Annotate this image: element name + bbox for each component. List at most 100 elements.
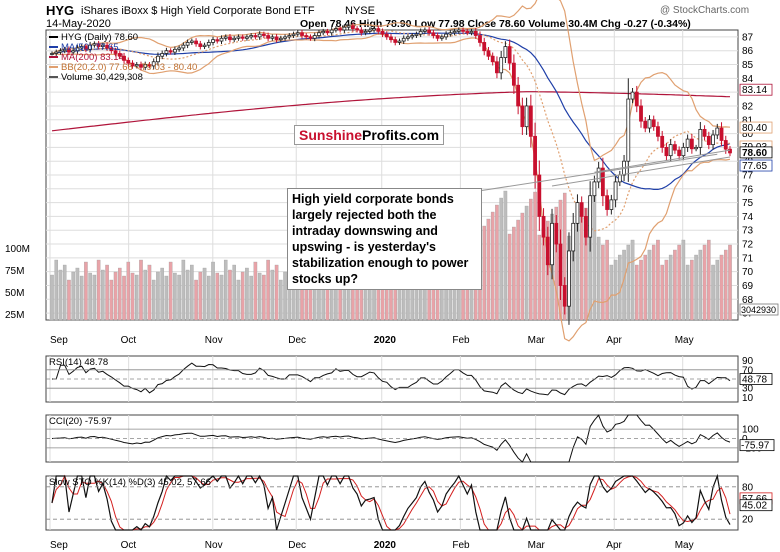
- watermark: @ StockCharts.com: [660, 5, 750, 16]
- rsi-tick-label: 10: [742, 393, 754, 404]
- candle-body: [647, 119, 652, 129]
- volume-bar: [122, 275, 126, 321]
- symbol: HYG: [46, 3, 75, 18]
- candle-body: [215, 39, 220, 42]
- volume-bar: [685, 264, 690, 321]
- candle-body: [630, 91, 635, 100]
- cci-line: [51, 414, 731, 463]
- bb-upper: [51, 0, 731, 162]
- value-tag: [739, 121, 773, 134]
- volume-bar: [723, 249, 728, 321]
- candle-body: [579, 202, 584, 217]
- rsi-value-tag: [739, 373, 773, 385]
- candle-body: [617, 174, 622, 183]
- volume-bar: [198, 271, 203, 321]
- date: 14-May-2020: [46, 18, 111, 30]
- volume-tick-label: 25M: [5, 310, 24, 321]
- candle-body: [338, 28, 343, 31]
- candle-body: [236, 36, 241, 39]
- price-tick-label: 81: [742, 115, 754, 126]
- candle-body: [223, 36, 228, 39]
- volume-bar: [118, 267, 122, 321]
- candle-body: [478, 35, 482, 43]
- price-tick-label: 68: [742, 295, 754, 306]
- volume-bar: [575, 221, 580, 321]
- candle-body: [545, 236, 550, 266]
- candle-body: [609, 199, 614, 210]
- volume-bar: [711, 264, 715, 321]
- candle-body: [376, 28, 381, 32]
- volume-bar: [173, 272, 177, 321]
- candle-body: [435, 35, 440, 39]
- x-tick-label: May: [675, 335, 694, 346]
- volume-bar: [596, 236, 601, 321]
- volume-bar: [232, 264, 236, 321]
- volume-tick-label: 75M: [5, 266, 24, 277]
- cci-value-text: -75.97: [741, 441, 770, 452]
- x-tick-label-bottom: Sep: [50, 540, 68, 551]
- volume-bar: [495, 204, 499, 321]
- stoch-tick-label: 20: [742, 515, 754, 526]
- rsi-label: RSI(14) 48.78: [49, 357, 108, 368]
- candle-body: [283, 36, 287, 39]
- legend-entry: MA(200) 83.14: [61, 52, 124, 63]
- candle-body: [261, 33, 266, 36]
- x-tick-label: Apr: [606, 335, 622, 346]
- candle-body: [295, 32, 300, 35]
- ohlc-readout: Open 78.46 High 78.90 Low 77.98 Close 78…: [300, 18, 691, 30]
- legend-entry: HYG (Daily) 78.60: [61, 32, 138, 43]
- value-tag: [739, 83, 773, 96]
- candle-body: [694, 146, 698, 150]
- ma50-line: [51, 32, 731, 190]
- volume-bar: [228, 269, 232, 321]
- volume-bar: [507, 233, 512, 321]
- rsi-tick-label: 90: [742, 356, 754, 367]
- security-name: iShares iBoxx $ High Yield Corporate Bon…: [81, 5, 315, 17]
- x-tick-label: 2020: [374, 335, 397, 346]
- volume-bar: [151, 279, 156, 321]
- volume-bar: [728, 244, 732, 321]
- candle-body: [172, 48, 177, 53]
- candle-body: [490, 55, 495, 63]
- candle-body: [287, 35, 292, 38]
- candle-body: [240, 36, 245, 39]
- candle-body: [495, 61, 499, 74]
- trendline: [594, 149, 731, 173]
- legend-entry: Volume 30,429,308: [61, 72, 143, 83]
- volume-bar: [533, 191, 537, 321]
- candle-body: [363, 30, 368, 34]
- volume-bar: [707, 239, 711, 321]
- volume-bar: [54, 259, 59, 321]
- candle-body: [516, 84, 521, 107]
- volume-bar: [262, 274, 266, 321]
- candle-body: [134, 64, 139, 67]
- candle-body: [414, 33, 419, 36]
- candle-body: [232, 37, 237, 41]
- volume-bar: [516, 219, 520, 321]
- candle-body: [88, 44, 93, 50]
- candle-body: [84, 46, 88, 50]
- volume-bar: [113, 271, 118, 321]
- candle-body: [499, 57, 504, 74]
- volume-bar: [664, 259, 669, 321]
- candle-body: [334, 28, 338, 31]
- price-tick-label: 80: [742, 129, 754, 140]
- value-tag-text: 77.65: [742, 161, 767, 172]
- volume-bar: [164, 275, 169, 321]
- callout-pointer: [471, 153, 718, 193]
- candle-body: [664, 146, 669, 157]
- candle-body: [473, 30, 478, 36]
- candle-body: [198, 43, 203, 47]
- volume-bar: [223, 259, 228, 321]
- volume-bar: [673, 249, 677, 321]
- price-tick-label: 75: [742, 198, 754, 209]
- candle-body: [588, 195, 593, 238]
- candle-body: [126, 59, 131, 64]
- volume-bar: [579, 214, 584, 321]
- stoch-label: Slow STO %K(14) %D(3) 45.02, 57.66: [49, 477, 211, 488]
- volume-bar: [266, 259, 270, 321]
- volume-bar: [92, 274, 97, 321]
- volume-bar: [50, 274, 54, 321]
- candle-body: [668, 144, 673, 157]
- volume-bar: [194, 279, 198, 321]
